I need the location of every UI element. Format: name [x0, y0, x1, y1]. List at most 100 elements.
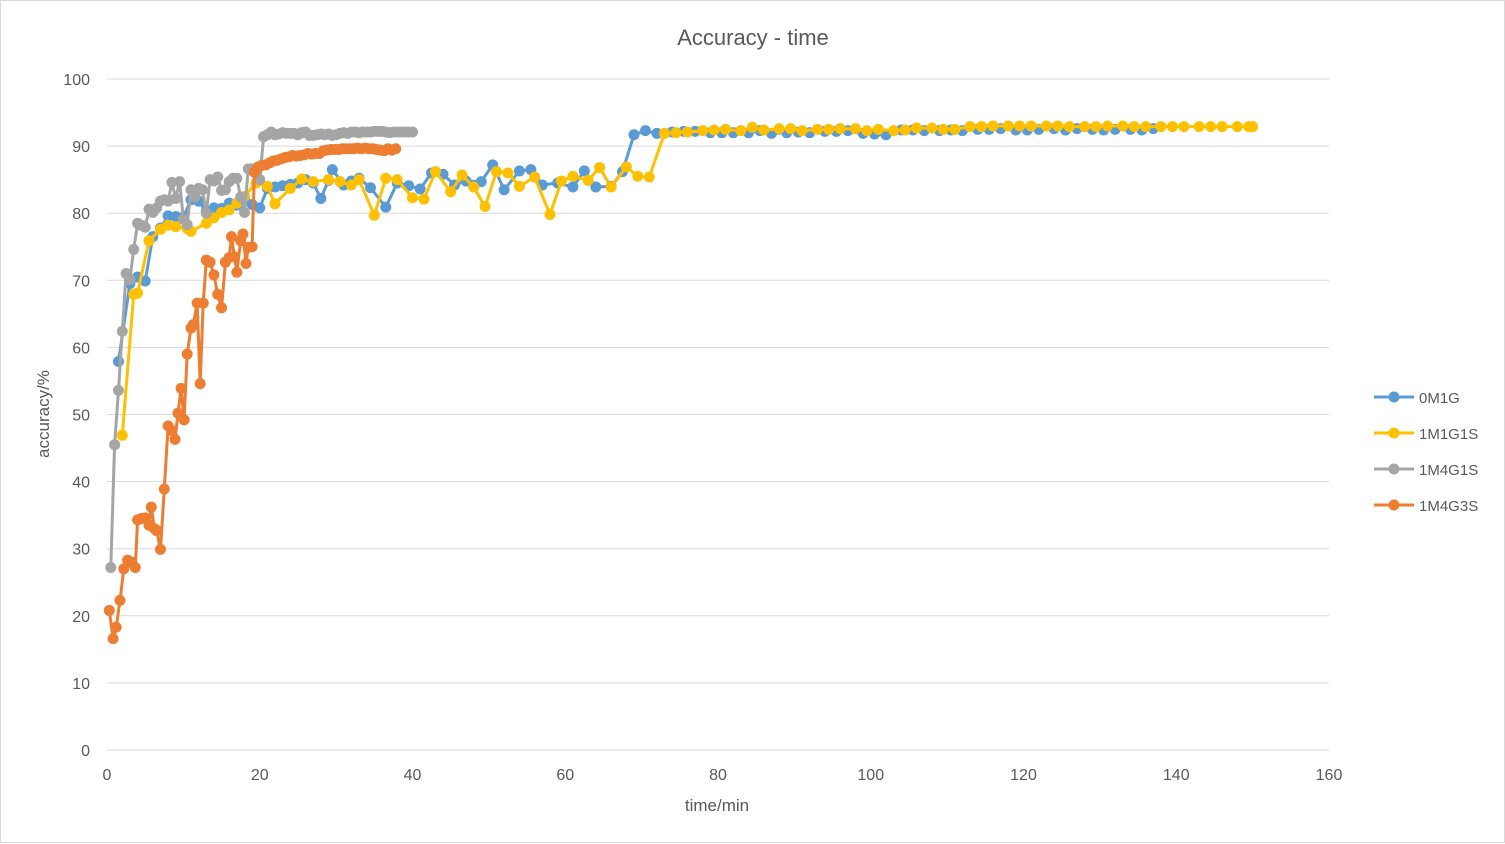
data-point	[681, 126, 693, 138]
data-point	[1040, 120, 1052, 132]
data-point	[1102, 120, 1114, 132]
data-point	[708, 124, 720, 136]
data-point	[555, 175, 567, 187]
data-point	[246, 241, 258, 253]
legend-swatch-marker	[1388, 427, 1400, 439]
x-tick-label: 140	[1163, 767, 1190, 784]
data-point	[110, 621, 122, 633]
data-point	[899, 124, 911, 136]
data-point	[390, 143, 402, 155]
data-point	[154, 543, 166, 555]
data-point	[1155, 121, 1167, 133]
data-point	[949, 123, 961, 135]
data-point	[200, 217, 212, 229]
data-point	[112, 355, 124, 367]
data-point	[229, 251, 241, 263]
data-point	[643, 171, 655, 183]
data-point	[620, 161, 632, 173]
data-point	[132, 287, 144, 299]
data-point	[194, 378, 206, 390]
data-point	[105, 561, 117, 573]
data-point	[196, 184, 208, 196]
data-point	[181, 219, 193, 231]
data-point	[498, 184, 510, 196]
data-point	[861, 125, 873, 137]
x-tick-label: 0	[103, 767, 112, 784]
data-point	[175, 382, 187, 394]
data-point	[582, 174, 594, 186]
y-tick-labels: 0 10 20 30 40 50 60 70 80 90 100	[63, 72, 90, 760]
data-point	[1079, 121, 1091, 133]
data-point	[216, 302, 228, 314]
data-point	[849, 123, 861, 135]
data-point	[888, 125, 900, 137]
data-point	[1166, 121, 1178, 133]
data-point	[158, 483, 170, 495]
data-point	[151, 525, 163, 537]
data-point	[1025, 120, 1037, 132]
x-tick-label: 100	[857, 767, 884, 784]
data-point	[204, 256, 216, 268]
data-point	[1052, 120, 1064, 132]
data-point	[231, 266, 243, 278]
legend-swatch-marker	[1388, 499, 1400, 511]
data-point	[659, 127, 671, 139]
data-point	[720, 123, 732, 135]
data-point	[380, 172, 392, 184]
legend-label: 0M1G	[1419, 390, 1460, 407]
data-point	[1205, 121, 1217, 133]
y-tick-label: 10	[72, 676, 90, 693]
data-point	[926, 122, 938, 134]
data-point	[181, 348, 193, 360]
legend: 0M1G 1M1G1S 1M4G1S 1M4G3S	[1374, 390, 1478, 515]
data-point	[364, 182, 376, 194]
data-point	[1063, 121, 1075, 133]
series-1M4G3S	[103, 142, 402, 645]
legend-item: 1M4G3S	[1374, 498, 1478, 515]
legend-label: 1M4G3S	[1419, 498, 1478, 515]
data-point	[628, 129, 640, 141]
y-tick-label: 80	[72, 206, 90, 223]
data-point	[1117, 120, 1129, 132]
data-point	[307, 176, 319, 188]
data-point	[187, 319, 199, 331]
data-point	[124, 274, 136, 286]
data-point	[237, 228, 249, 240]
series-line	[107, 146, 397, 641]
data-point	[212, 171, 224, 183]
data-point	[166, 425, 178, 437]
data-point	[169, 433, 181, 445]
data-point	[697, 125, 709, 137]
data-point	[811, 123, 823, 135]
data-point	[1140, 121, 1152, 133]
x-tick-label: 40	[404, 767, 422, 784]
data-point	[407, 126, 418, 138]
data-point	[129, 561, 141, 573]
data-point	[429, 166, 441, 178]
data-point	[143, 235, 155, 247]
data-point	[269, 198, 281, 210]
data-point	[1178, 121, 1190, 133]
data-point	[334, 176, 346, 188]
y-tick-label: 30	[72, 542, 90, 559]
data-point	[1247, 121, 1259, 133]
data-point	[235, 191, 247, 203]
y-tick-label: 60	[72, 340, 90, 357]
data-point	[975, 121, 987, 133]
legend-item: 0M1G	[1374, 390, 1460, 407]
data-point	[823, 123, 835, 135]
data-point	[964, 121, 976, 133]
data-point	[238, 207, 250, 219]
data-point	[118, 563, 130, 575]
data-point	[116, 325, 128, 337]
data-point	[107, 633, 119, 645]
data-point	[1216, 121, 1228, 133]
y-tick-label: 20	[72, 609, 90, 626]
data-point	[773, 123, 785, 135]
data-point	[544, 209, 556, 221]
x-tick-labels: 0 20 40 60 80 100 120 140 160	[103, 767, 1343, 784]
x-tick-label: 60	[556, 767, 574, 784]
data-point	[128, 243, 140, 255]
data-point	[456, 169, 468, 181]
